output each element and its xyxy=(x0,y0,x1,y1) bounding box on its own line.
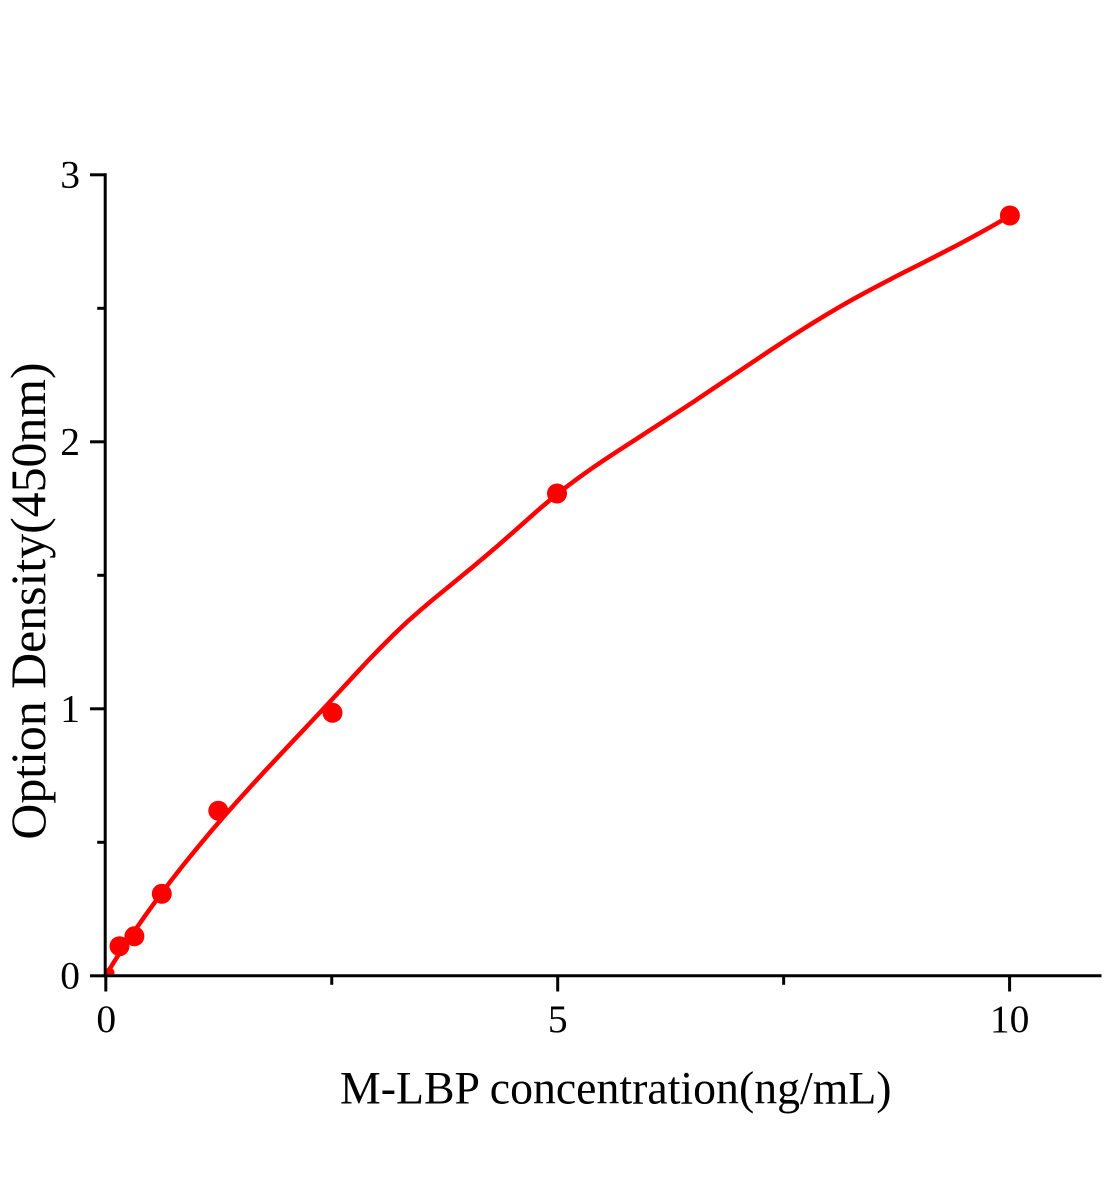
svg-text:5: 5 xyxy=(548,997,568,1041)
svg-text:1: 1 xyxy=(60,687,80,731)
svg-text:M-LBP concentration(ng/mL): M-LBP concentration(ng/mL) xyxy=(340,1063,892,1115)
svg-text:10: 10 xyxy=(990,997,1030,1041)
svg-text:Option Density(450nm): Option Density(450nm) xyxy=(1,362,56,839)
svg-text:0: 0 xyxy=(60,954,80,998)
svg-text:2: 2 xyxy=(60,420,80,464)
svg-text:3: 3 xyxy=(60,153,80,197)
svg-text:0: 0 xyxy=(96,997,116,1041)
